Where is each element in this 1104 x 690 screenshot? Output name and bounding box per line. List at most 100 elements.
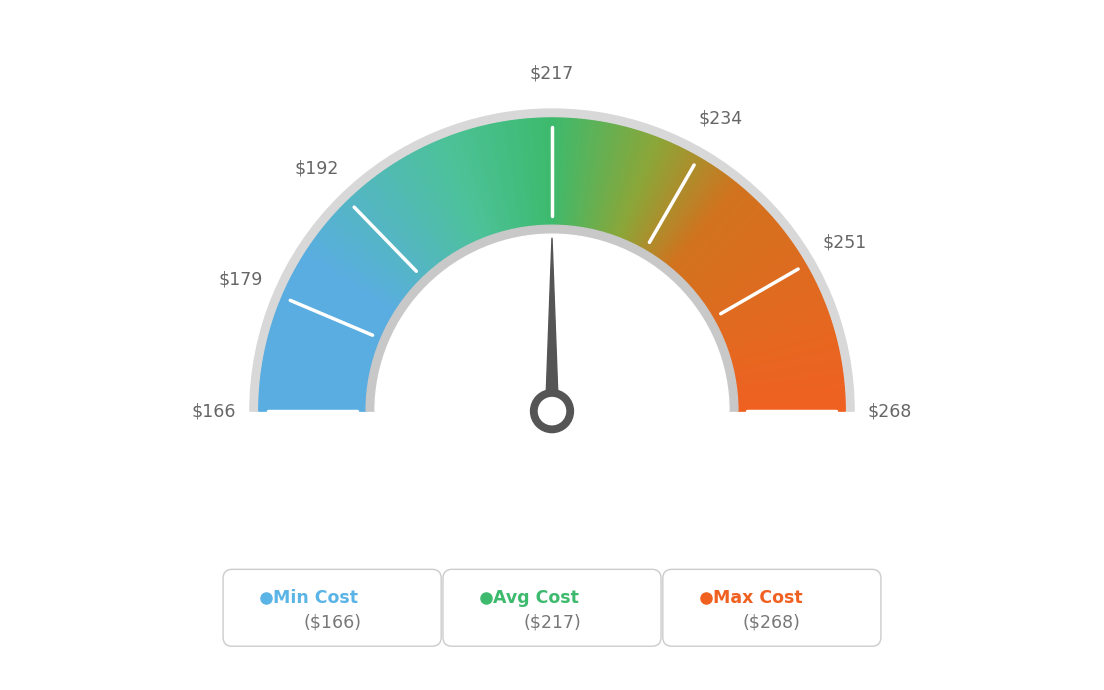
Wedge shape [262, 368, 368, 386]
Wedge shape [562, 119, 571, 226]
Wedge shape [662, 176, 730, 263]
Wedge shape [558, 118, 564, 226]
Wedge shape [338, 208, 417, 284]
Wedge shape [549, 118, 552, 225]
Wedge shape [263, 359, 369, 380]
Wedge shape [295, 267, 390, 322]
Wedge shape [645, 157, 701, 251]
Wedge shape [565, 119, 576, 226]
Circle shape [539, 397, 565, 425]
Wedge shape [378, 174, 443, 262]
Wedge shape [631, 146, 680, 244]
Wedge shape [465, 130, 498, 234]
Wedge shape [737, 399, 845, 405]
Wedge shape [572, 119, 586, 226]
Text: $234: $234 [699, 110, 743, 128]
Wedge shape [602, 129, 634, 233]
Wedge shape [403, 157, 459, 251]
Wedge shape [397, 160, 456, 253]
Wedge shape [660, 172, 724, 261]
Wedge shape [414, 151, 466, 247]
Wedge shape [635, 148, 686, 246]
Wedge shape [552, 118, 555, 225]
Wedge shape [641, 155, 696, 249]
Wedge shape [335, 213, 415, 287]
Wedge shape [282, 295, 381, 339]
Wedge shape [380, 172, 444, 261]
FancyBboxPatch shape [662, 569, 881, 647]
Wedge shape [270, 326, 374, 359]
Wedge shape [593, 125, 619, 230]
Wedge shape [617, 137, 657, 237]
Wedge shape [596, 126, 625, 231]
Wedge shape [598, 127, 628, 232]
Wedge shape [298, 262, 392, 318]
Wedge shape [669, 184, 739, 268]
Wedge shape [262, 371, 368, 388]
Wedge shape [623, 139, 666, 239]
Wedge shape [518, 119, 532, 226]
Wedge shape [581, 121, 601, 228]
Wedge shape [411, 152, 464, 248]
Wedge shape [347, 199, 423, 278]
Wedge shape [353, 193, 427, 275]
Wedge shape [283, 292, 382, 337]
Wedge shape [690, 215, 772, 288]
Wedge shape [735, 359, 841, 380]
Wedge shape [658, 170, 722, 259]
Wedge shape [461, 131, 497, 235]
Wedge shape [644, 156, 699, 250]
Wedge shape [567, 119, 580, 226]
Wedge shape [315, 237, 403, 302]
Wedge shape [284, 289, 383, 335]
Wedge shape [722, 292, 821, 337]
Wedge shape [633, 147, 682, 245]
Wedge shape [705, 246, 796, 308]
Wedge shape [442, 139, 484, 239]
Wedge shape [264, 353, 370, 376]
Wedge shape [684, 206, 764, 282]
Wedge shape [585, 123, 607, 228]
Wedge shape [322, 226, 407, 295]
Wedge shape [259, 393, 367, 402]
Wedge shape [711, 259, 805, 317]
Wedge shape [701, 237, 789, 302]
Wedge shape [620, 139, 662, 239]
Wedge shape [672, 187, 744, 270]
Wedge shape [580, 121, 598, 228]
Wedge shape [661, 174, 726, 262]
Wedge shape [728, 315, 830, 352]
Wedge shape [737, 408, 846, 411]
Wedge shape [606, 130, 639, 234]
Wedge shape [258, 408, 367, 411]
Wedge shape [351, 195, 426, 275]
Wedge shape [583, 122, 604, 228]
Wedge shape [384, 168, 447, 259]
Wedge shape [267, 338, 372, 367]
Wedge shape [678, 195, 753, 275]
Wedge shape [691, 217, 774, 290]
Wedge shape [647, 159, 704, 252]
Wedge shape [301, 257, 394, 315]
Wedge shape [400, 159, 457, 252]
Wedge shape [427, 145, 475, 243]
Wedge shape [330, 217, 413, 290]
Wedge shape [734, 356, 840, 378]
Wedge shape [733, 344, 838, 371]
Wedge shape [263, 362, 369, 382]
Wedge shape [408, 155, 463, 249]
Wedge shape [297, 264, 391, 320]
Wedge shape [731, 333, 835, 363]
Wedge shape [259, 384, 367, 395]
Wedge shape [258, 405, 367, 409]
Wedge shape [355, 191, 429, 273]
Wedge shape [342, 204, 421, 281]
Wedge shape [294, 270, 389, 324]
Wedge shape [737, 405, 846, 409]
Wedge shape [692, 219, 776, 291]
Wedge shape [388, 167, 449, 257]
Wedge shape [688, 210, 767, 285]
Wedge shape [677, 193, 751, 275]
Wedge shape [309, 244, 400, 306]
Wedge shape [726, 312, 829, 350]
